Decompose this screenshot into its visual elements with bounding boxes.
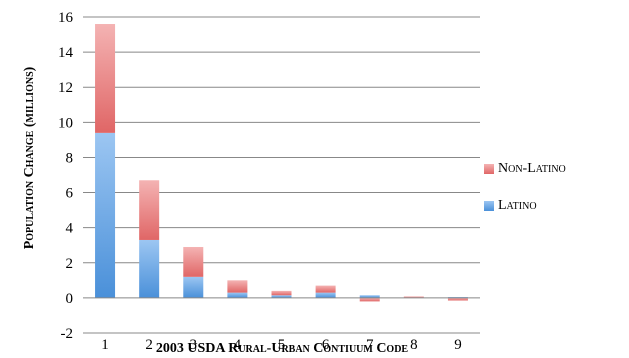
legend-label-non-latino: Non-Latino bbox=[498, 161, 566, 176]
y-tick-label: 16 bbox=[58, 10, 74, 26]
bar-non-latino-9 bbox=[447, 297, 468, 301]
bar-latino-4 bbox=[227, 292, 248, 298]
bars bbox=[95, 24, 468, 302]
legend-swatch-latino bbox=[484, 201, 494, 211]
bar-non-latino-6 bbox=[315, 285, 336, 293]
x-tick-label: 5 bbox=[278, 337, 286, 353]
bar-non-latino-8 bbox=[403, 296, 424, 298]
bar-non-latino-3 bbox=[183, 246, 204, 277]
bar-latino-7 bbox=[359, 295, 380, 298]
bar-latino-3 bbox=[183, 276, 204, 298]
y-tick-label: 8 bbox=[66, 150, 74, 166]
y-tick-label: 14 bbox=[58, 45, 74, 61]
x-tick-label: 8 bbox=[410, 337, 418, 353]
y-tick-labels: -2 0 2 4 6 8 10 12 14 16 bbox=[58, 10, 74, 342]
legend-swatch-non-latino bbox=[484, 164, 494, 174]
x-tick-labels: 1 2 3 4 5 6 7 8 9 bbox=[101, 337, 461, 353]
y-tick-label: 4 bbox=[66, 221, 74, 237]
bar-latino-1 bbox=[95, 132, 116, 298]
bar-non-latino-1 bbox=[95, 24, 116, 133]
y-tick-label: 12 bbox=[58, 80, 73, 96]
x-tick-label: 3 bbox=[190, 337, 198, 353]
bar-latino-6 bbox=[315, 292, 336, 298]
x-axis-title: 2003 USDA Rural-Urban Contiuum Code bbox=[156, 341, 409, 356]
bar-non-latino-7 bbox=[359, 297, 380, 302]
x-tick-label: 9 bbox=[454, 337, 462, 353]
legend-item-latino: Latino bbox=[484, 197, 624, 215]
x-tick-label: 2 bbox=[145, 337, 153, 353]
y-tick-label: -2 bbox=[61, 326, 74, 342]
y-tick-label: 2 bbox=[66, 256, 74, 272]
bar-non-latino-5 bbox=[271, 290, 292, 296]
x-tick-label: 6 bbox=[322, 337, 330, 353]
y-axis-title-text: Population Change (millions) bbox=[22, 66, 37, 249]
legend: Non-Latino Latino bbox=[484, 160, 624, 234]
bar-non-latino-4 bbox=[227, 280, 248, 293]
x-tick-label: 7 bbox=[366, 337, 374, 353]
y-tick-label: 10 bbox=[58, 115, 73, 131]
y-tick-label: 6 bbox=[66, 186, 74, 202]
bar-non-latino-2 bbox=[139, 180, 160, 240]
x-tick-label: 1 bbox=[101, 337, 109, 353]
legend-item-non-latino: Non-Latino bbox=[484, 160, 624, 178]
bar-latino-2 bbox=[139, 239, 160, 298]
legend-label-latino: Latino bbox=[498, 198, 537, 213]
x-tick-label: 4 bbox=[234, 337, 242, 353]
y-tick-label: 0 bbox=[66, 291, 74, 307]
bar-latino-5 bbox=[271, 295, 292, 298]
y-axis-title: Population Change (millions) bbox=[22, 66, 37, 249]
